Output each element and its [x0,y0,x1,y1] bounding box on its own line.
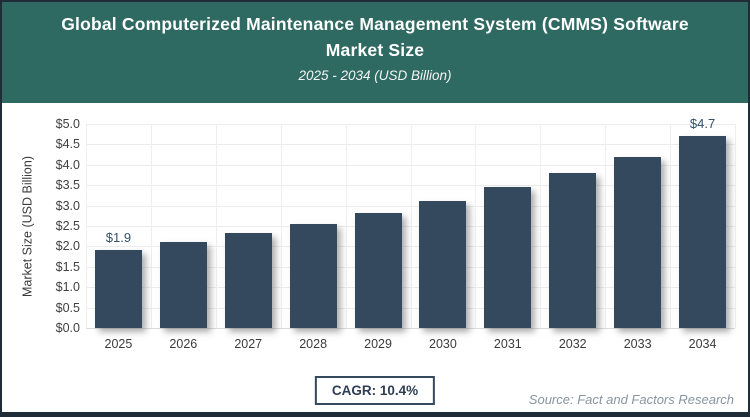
y-tick-label: $0.0 [55,321,80,335]
y-tick-label: $4.5 [55,137,80,152]
gridline-v [475,124,477,328]
x-tick-label: 2027 [234,337,263,351]
x-tick-label: 2030 [429,337,457,351]
chart-subtitle: 2025 - 2034 (USD Billion) [298,68,452,83]
x-tick-label: 2028 [299,337,328,351]
x-tick-label: 2032 [558,337,587,351]
y-tick-label: $4.0 [55,157,80,172]
bar-2034 [679,136,727,328]
y-tick-label: $1.0 [55,280,80,295]
bar-2030 [419,200,467,328]
gridline-v [215,124,217,328]
bar-2027 [224,233,272,328]
chart-plot-area: Market Size (USD Billion) $0.0 $0.5 $1.0 $1… [2,2,748,412]
gridline-v [540,124,542,328]
bar-value-label: $4.7 [689,116,716,132]
y-tick-label: $2.5 [55,219,80,233]
y-tick-label: $1.5 [55,259,80,274]
x-tick-label: 2034 [688,337,717,351]
bar-2029 [354,212,402,328]
bar-value-label: $1.9 [105,230,132,246]
gridline-v [605,124,607,328]
chart-title-line1: Global Computerized Maintenance Manageme… [61,14,689,34]
x-tick-label: 2029 [364,337,392,351]
gridline-v [410,124,412,328]
gridline-v [150,124,152,328]
bar-2031 [484,187,532,328]
y-tick-label: $5.0 [55,117,80,131]
gridline-h [86,328,735,329]
source-text: Source: Fact and Factors Research [528,392,734,407]
x-tick-label: 2026 [169,337,198,351]
y-tick-label: $3.5 [55,178,80,193]
bar-2025 [94,250,142,328]
chart-header: Global Computerized Maintenance Manageme… [2,2,748,103]
gridline-v [280,124,282,328]
cagr-label: CAGR: 10.4% [331,383,419,398]
gridline-v [670,124,672,328]
chart-title-line2: Market Size [325,40,425,60]
gridline-v [735,124,736,328]
gridline-v [86,124,87,328]
y-tick-label: $2.0 [55,239,80,254]
bar-2032 [549,172,597,328]
x-tick-label: 2031 [493,337,522,351]
bar-2028 [289,223,337,328]
bar-2033 [614,156,662,328]
gridline-v [345,124,347,328]
cagr-badge: CAGR: 10.4% [314,376,436,405]
x-tick-label: 2033 [623,337,652,351]
y-tick-label: $0.5 [55,300,80,315]
y-tick-label: $3.0 [55,198,80,213]
x-tick-label: 2025 [104,337,133,351]
bar-2026 [159,242,207,328]
